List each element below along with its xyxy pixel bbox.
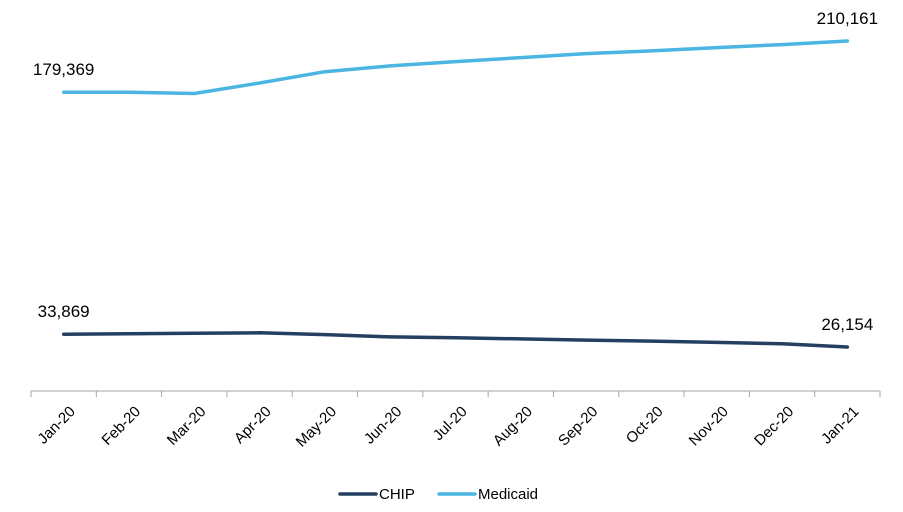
legend-label-chip: CHIP <box>379 486 415 503</box>
x-tick-label: Dec-20 <box>751 403 797 449</box>
x-axis-tick-labels: Jan-20 Feb-20 Mar-20 Apr-20 May-20 Jun-20 Jul-… <box>34 403 862 450</box>
x-tick-label: Jan-21 <box>818 403 862 447</box>
x-tick-label: Aug-20 <box>490 403 536 449</box>
x-tick-label: Sep-20 <box>555 403 601 449</box>
data-label: 33,869 <box>38 302 90 321</box>
x-tick-label: Mar-20 <box>164 403 210 449</box>
x-tick-label: Apr-20 <box>231 403 275 447</box>
x-tick-label: May-20 <box>293 403 340 450</box>
legend-label-medicaid: Medicaid <box>478 486 538 503</box>
x-tick-label: Jul-20 <box>430 403 471 444</box>
x-axis-ticks <box>30 391 881 397</box>
x-tick-label: Jan-20 <box>34 403 78 447</box>
data-label: 26,154 <box>821 315 873 334</box>
data-label: 210,161 <box>817 9 878 28</box>
x-tick-label: Oct-20 <box>623 403 667 447</box>
data-label: 179,369 <box>33 60 94 79</box>
series-line-medicaid <box>61 39 850 96</box>
x-tick-label: Jun-20 <box>361 403 405 447</box>
x-tick-label: Nov-20 <box>686 403 732 449</box>
data-labels: 179,369 210,161 33,869 26,154 <box>33 9 878 334</box>
series-lines <box>61 39 850 349</box>
x-tick-label: Feb-20 <box>99 403 145 449</box>
legend: CHIP Medicaid <box>338 486 538 503</box>
series-line-chip <box>61 331 850 349</box>
